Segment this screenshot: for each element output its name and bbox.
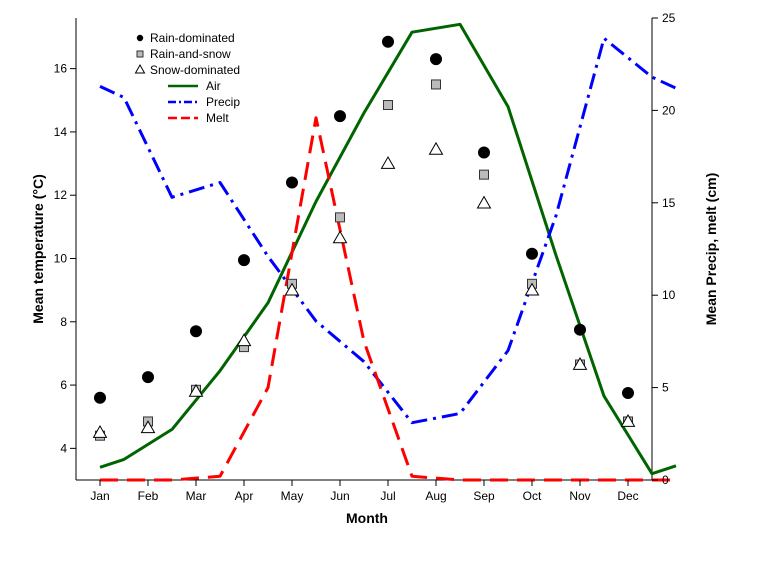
- data-point-snow-dominated: [236, 333, 252, 347]
- legend-label-air: Air: [206, 79, 221, 93]
- y-tick-label: 14: [54, 125, 68, 139]
- data-point-rain-dominated: [190, 325, 202, 338]
- y-tick-label: 12: [54, 188, 68, 202]
- data-point-snow-dominated: [188, 383, 204, 397]
- data-point-rain-dominated: [430, 53, 442, 66]
- x-tick-label: Jan: [90, 489, 109, 503]
- x-tick-label: Jun: [330, 489, 349, 503]
- y2-tick-label: 25: [662, 11, 676, 25]
- x-tick-label: Sep: [473, 489, 495, 503]
- x-tick-label: May: [281, 489, 304, 503]
- y2-tick-label: 0: [662, 473, 669, 487]
- series-line-air: [99, 22, 677, 476]
- legend-label-snow-dominated: Snow-dominated: [150, 63, 240, 77]
- y-axis-label: Mean temperature (°C): [30, 174, 46, 324]
- y-tick-label: 4: [60, 441, 67, 455]
- data-point-snow-dominated: [476, 195, 492, 209]
- series-line-precip: [99, 36, 677, 425]
- y2-tick-label: 5: [662, 381, 669, 395]
- y2-axis-label: Mean Precip, melt (cm): [703, 173, 719, 326]
- y2-tick-label: 20: [662, 103, 676, 117]
- x-tick-label: Oct: [523, 489, 542, 503]
- data-point-snow-dominated: [284, 282, 300, 296]
- y2-tick-label: 10: [662, 288, 676, 302]
- x-tick-label: Feb: [138, 489, 159, 503]
- x-tick-label: Mar: [186, 489, 207, 503]
- x-tick-label: Aug: [425, 489, 446, 503]
- data-point-snow-dominated: [140, 420, 156, 434]
- legend-symbol-rain-and-snow: [136, 50, 144, 58]
- x-tick-label: Jul: [380, 489, 395, 503]
- y-tick-label: 10: [54, 251, 68, 265]
- y2-tick-label: 15: [662, 196, 676, 210]
- data-point-snow-dominated: [620, 413, 636, 427]
- data-point-rain-and-snow: [335, 212, 345, 223]
- data-point-rain-and-snow: [479, 169, 489, 180]
- data-point-rain-dominated: [238, 254, 250, 267]
- data-point-snow-dominated: [380, 156, 396, 169]
- data-point-snow-dominated: [332, 230, 348, 244]
- data-point-rain-dominated: [286, 176, 298, 189]
- legend-label-rain-dominated: Rain-dominated: [150, 31, 235, 45]
- data-point-rain-dominated: [142, 371, 154, 384]
- legend: Rain-dominated Rain-and-snow Snow-dominate…: [134, 31, 240, 125]
- data-point-snow-dominated: [572, 356, 588, 370]
- x-axis-label: Month: [346, 510, 388, 526]
- data-point-rain-dominated: [622, 386, 634, 399]
- data-point-rain-dominated: [526, 247, 538, 260]
- data-point-rain-dominated: [382, 35, 394, 48]
- series-line-melt: [100, 116, 676, 482]
- legend-symbol-rain-dominated: [136, 34, 144, 42]
- data-point-rain-dominated: [478, 146, 490, 159]
- data-point-rain-dominated: [334, 110, 346, 123]
- y-tick-label: 16: [54, 62, 68, 76]
- legend-label-rain-and-snow: Rain-and-snow: [150, 47, 231, 61]
- data-point-snow-dominated: [428, 141, 444, 155]
- data-point-rain-and-snow: [431, 79, 441, 90]
- x-tick-label: Apr: [235, 489, 254, 503]
- legend-label-precip: Precip: [206, 95, 240, 109]
- legend-symbol-snow-dominated: [134, 63, 146, 74]
- x-tick-label: Nov: [569, 489, 590, 503]
- data-point-snow-dominated: [524, 282, 540, 296]
- y-tick-label: 8: [60, 315, 67, 329]
- data-point-rain-dominated: [94, 391, 106, 404]
- data-point-rain-dominated: [574, 323, 586, 336]
- legend-label-melt: Melt: [206, 111, 229, 125]
- data-point-snow-dominated: [92, 425, 108, 438]
- data-point-rain-and-snow: [383, 100, 393, 111]
- x-tick-label: Dec: [617, 489, 638, 503]
- y-tick-label: 6: [60, 378, 67, 392]
